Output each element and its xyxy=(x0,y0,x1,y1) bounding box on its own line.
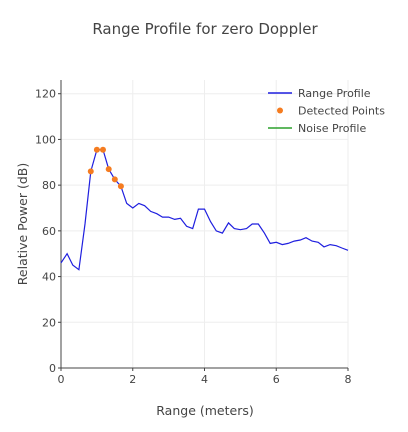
plot-area xyxy=(60,146,349,271)
legend-item-range-profile[interactable]: Range Profile xyxy=(268,87,371,100)
detected-point xyxy=(99,146,106,153)
legend-label: Detected Points xyxy=(298,105,385,118)
x-tick-label: 6 xyxy=(273,373,280,386)
legend-item-detected-points[interactable]: Detected Points xyxy=(277,105,385,118)
y-tick-label: 100 xyxy=(35,133,56,146)
detected-point xyxy=(93,146,100,153)
y-tick-label: 20 xyxy=(42,316,56,329)
legend-item-noise-profile[interactable]: Noise Profile xyxy=(268,122,366,135)
y-tick-label: 80 xyxy=(42,179,56,192)
y-tick-label: 60 xyxy=(42,225,56,238)
detected-point xyxy=(105,166,112,173)
y-tick-label: 0 xyxy=(49,362,56,375)
detected-point xyxy=(87,168,94,175)
x-tick-label: 8 xyxy=(345,373,352,386)
legend-label: Range Profile xyxy=(298,87,371,100)
y-axis-title: Relative Power (dB) xyxy=(15,163,30,285)
legend[interactable]: Range Profile Detected Points Noise Profil… xyxy=(268,87,385,135)
grid-lines xyxy=(61,80,349,368)
x-tick-label: 2 xyxy=(129,373,136,386)
legend-marker xyxy=(277,107,283,114)
detected-point xyxy=(117,183,124,190)
detected-point xyxy=(111,176,118,183)
tick-labels: 0 20 40 60 80 100 120 0 2 4 6 8 xyxy=(35,88,352,386)
x-axis-title: Range (meters) xyxy=(156,403,253,418)
x-tick-label: 0 xyxy=(58,373,65,386)
x-tick-label: 4 xyxy=(201,373,208,386)
y-tick-label: 120 xyxy=(35,88,56,101)
legend-label: Noise Profile xyxy=(298,122,366,135)
y-tick-label: 40 xyxy=(42,271,56,284)
chart-title: Range Profile for zero Doppler xyxy=(92,20,318,38)
